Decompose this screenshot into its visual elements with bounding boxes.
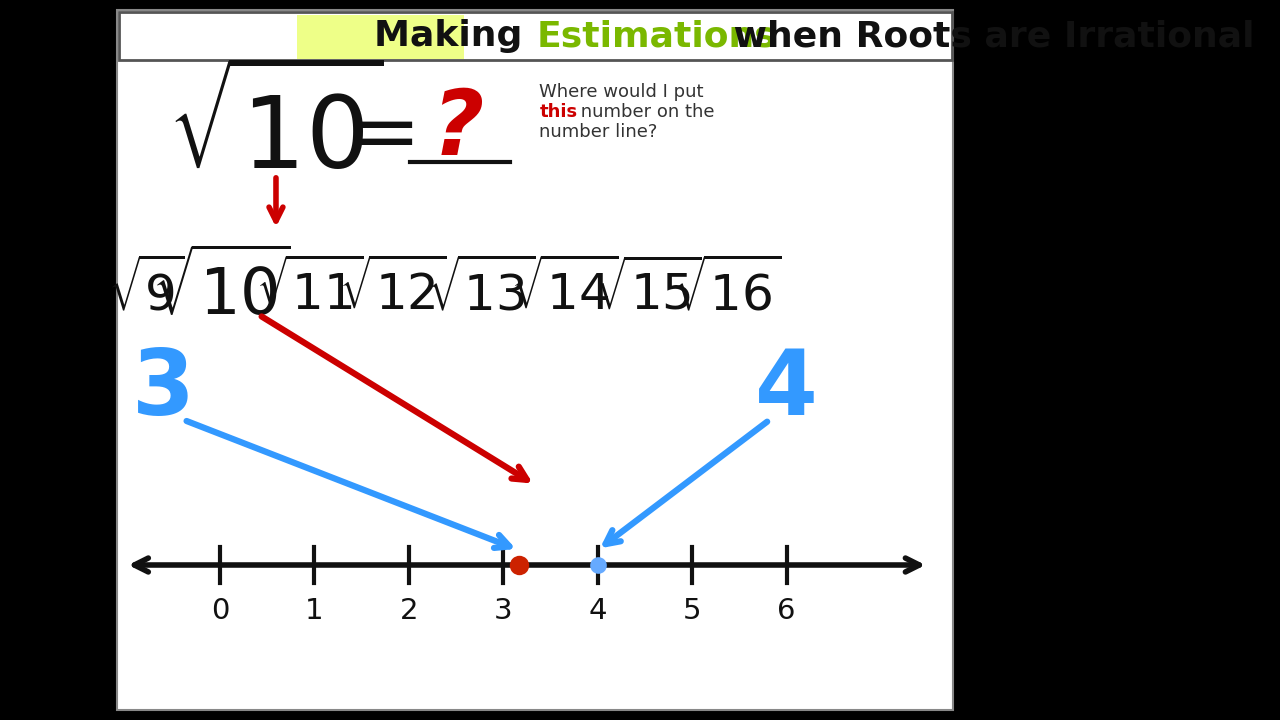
Text: $\sqrt{9}$: $\sqrt{9}$ xyxy=(108,259,184,320)
Bar xyxy=(297,15,465,59)
Text: $\sqrt{11}$: $\sqrt{11}$ xyxy=(256,260,364,320)
Text: when Roots are Irrational: when Roots are Irrational xyxy=(721,19,1254,53)
Text: 1: 1 xyxy=(305,597,324,625)
Text: 2: 2 xyxy=(399,597,419,625)
Bar xyxy=(119,12,952,60)
Text: 6: 6 xyxy=(777,597,796,625)
Text: 3: 3 xyxy=(132,346,195,434)
Text: number on the: number on the xyxy=(576,103,714,121)
Text: ?: ? xyxy=(433,86,484,174)
Text: $\sqrt{16}$: $\sqrt{16}$ xyxy=(673,259,782,320)
Text: $\sqrt{10}$: $\sqrt{10}$ xyxy=(152,251,291,328)
Text: $\sqrt{13}$: $\sqrt{13}$ xyxy=(426,259,535,320)
Text: $\sqrt{10}$: $\sqrt{10}$ xyxy=(169,71,384,190)
Text: Making: Making xyxy=(374,19,535,53)
Text: $\sqrt{14}$: $\sqrt{14}$ xyxy=(511,260,618,320)
Text: 4: 4 xyxy=(589,597,607,625)
Text: this: this xyxy=(539,103,577,121)
Text: Estimations: Estimations xyxy=(536,19,777,53)
Text: Where would I put: Where would I put xyxy=(539,83,704,101)
Text: 5: 5 xyxy=(684,597,701,625)
Text: number line?: number line? xyxy=(539,123,658,141)
Text: 3: 3 xyxy=(494,597,512,625)
Text: 4: 4 xyxy=(755,346,818,434)
Text: =: = xyxy=(349,94,420,176)
Text: $\sqrt{15}$: $\sqrt{15}$ xyxy=(594,261,703,320)
Bar xyxy=(116,10,954,710)
Text: $\sqrt{12}$: $\sqrt{12}$ xyxy=(339,260,447,320)
Text: 0: 0 xyxy=(211,597,229,625)
